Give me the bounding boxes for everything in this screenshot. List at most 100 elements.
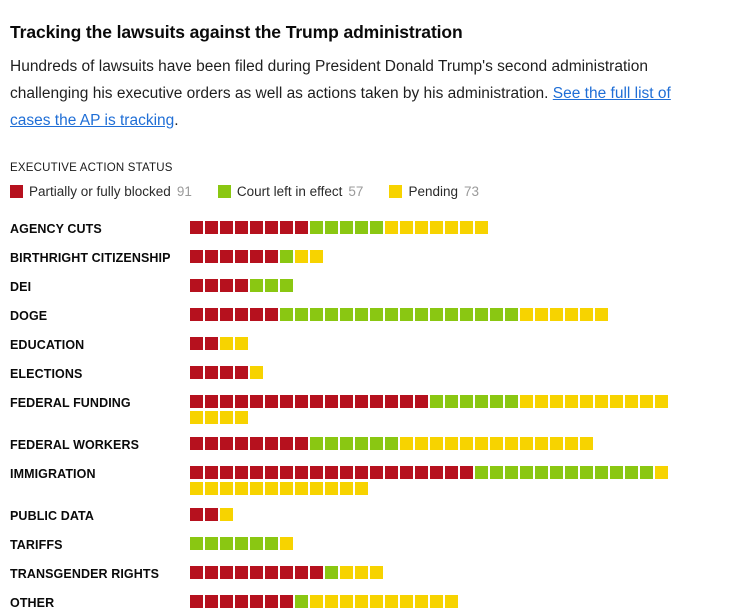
status-square [340, 221, 353, 234]
status-square [385, 437, 398, 450]
status-square [235, 308, 248, 321]
status-square [595, 308, 608, 321]
status-square [190, 482, 203, 495]
left-in-effect-swatch-icon [217, 185, 231, 198]
legend-item-left-in-effect: Court left in effect 57 [217, 184, 364, 199]
status-square [205, 508, 218, 521]
status-square [190, 279, 203, 292]
category-label: DOGE [10, 309, 48, 323]
status-square [355, 308, 368, 321]
category-row: BIRTHRIGHT CITIZENSHIP [10, 250, 720, 266]
status-square [415, 595, 428, 608]
status-square [490, 308, 503, 321]
status-square [280, 221, 293, 234]
legend-count: 57 [348, 184, 364, 199]
status-square [535, 308, 548, 321]
squares-container [190, 595, 670, 608]
status-square [340, 566, 353, 579]
status-square [220, 411, 233, 424]
status-square [280, 566, 293, 579]
status-square [205, 279, 218, 292]
status-square [250, 466, 263, 479]
status-square [295, 566, 308, 579]
status-square [250, 595, 263, 608]
intro-text: Hundreds of lawsuits have been filed dur… [10, 58, 648, 102]
category-row: TRANSGENDER RIGHTS [10, 566, 720, 582]
status-square [190, 437, 203, 450]
status-square [595, 466, 608, 479]
status-square [325, 595, 338, 608]
status-square [445, 308, 458, 321]
category-label: IMMIGRATION [10, 467, 96, 481]
status-square [295, 437, 308, 450]
category-label: OTHER [10, 596, 55, 610]
status-square [370, 308, 383, 321]
status-square [205, 366, 218, 379]
status-square [220, 308, 233, 321]
status-square [445, 437, 458, 450]
status-square [265, 466, 278, 479]
status-square [400, 395, 413, 408]
status-square [280, 308, 293, 321]
status-square [205, 482, 218, 495]
status-square [355, 466, 368, 479]
status-square [385, 466, 398, 479]
status-square [235, 279, 248, 292]
status-square [490, 466, 503, 479]
status-square [220, 482, 233, 495]
status-square [325, 566, 338, 579]
status-square [340, 437, 353, 450]
status-square [625, 466, 638, 479]
intro-paragraph: Hundreds of lawsuits have been filed dur… [10, 53, 710, 134]
status-square [370, 466, 383, 479]
status-square [325, 221, 338, 234]
category-label: FEDERAL WORKERS [10, 438, 140, 452]
status-square [565, 395, 578, 408]
status-square [235, 221, 248, 234]
status-square [310, 250, 323, 263]
legend-label: Pending [408, 184, 458, 199]
status-square [415, 437, 428, 450]
blocked-swatch-icon [10, 185, 23, 198]
legend-title: EXECUTIVE ACTION STATUS [10, 162, 173, 174]
status-square [400, 595, 413, 608]
status-square [490, 395, 503, 408]
status-square [280, 395, 293, 408]
status-square [430, 595, 443, 608]
status-square [445, 595, 458, 608]
status-square [355, 482, 368, 495]
status-square [205, 411, 218, 424]
status-square [400, 437, 413, 450]
status-square [235, 437, 248, 450]
status-square [460, 221, 473, 234]
status-square [370, 595, 383, 608]
status-square [205, 595, 218, 608]
status-square [280, 437, 293, 450]
status-square [250, 221, 263, 234]
status-square [475, 221, 488, 234]
category-label: BIRTHRIGHT CITIZENSHIP [10, 251, 171, 265]
squares-container [190, 537, 670, 550]
status-square [415, 395, 428, 408]
status-square [265, 566, 278, 579]
status-square [295, 308, 308, 321]
status-square [190, 337, 203, 350]
category-row: IMMIGRATION [10, 466, 720, 495]
status-square [505, 466, 518, 479]
status-square [355, 221, 368, 234]
legend-label: Partially or fully blocked [29, 184, 171, 199]
status-square [655, 466, 668, 479]
squares-container [190, 466, 670, 495]
status-square [280, 537, 293, 550]
status-square [280, 279, 293, 292]
status-square [220, 366, 233, 379]
status-square [250, 537, 263, 550]
status-square [310, 482, 323, 495]
full-list-link[interactable]: See the full list of cases the AP is tra… [10, 85, 671, 129]
status-square [445, 466, 458, 479]
status-square [250, 308, 263, 321]
status-square [550, 466, 563, 479]
pending-swatch-icon [389, 185, 403, 198]
status-square [430, 466, 443, 479]
status-square [295, 595, 308, 608]
